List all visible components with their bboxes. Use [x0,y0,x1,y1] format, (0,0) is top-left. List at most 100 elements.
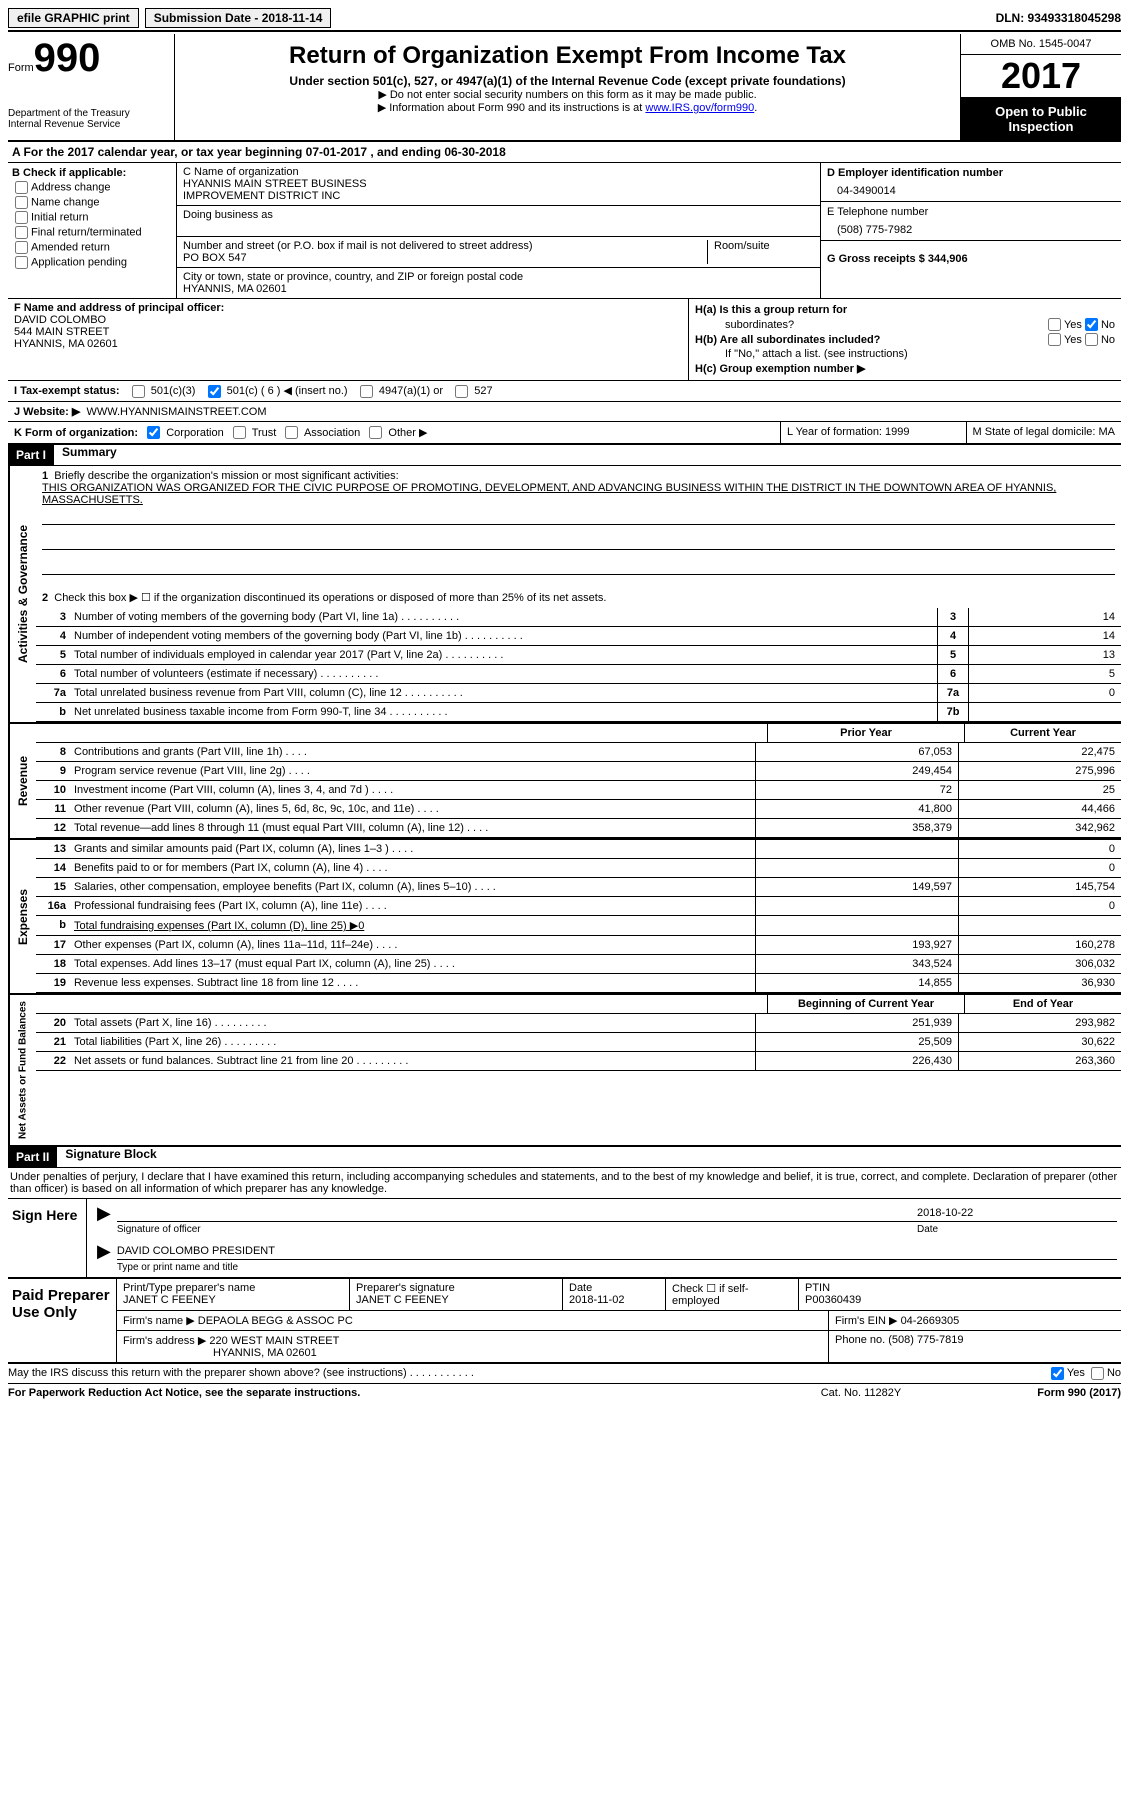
check-self-employed: Check ☐ if self-employed [666,1279,799,1310]
dept-irs: Internal Revenue Service [8,119,168,130]
prep-date-label: Date [569,1282,659,1294]
cb-application-pending[interactable] [15,256,28,269]
dba-label: Doing business as [183,209,814,221]
cb-501c3[interactable] [132,385,145,398]
col-b-title: B Check if applicable: [12,167,172,179]
row-a-tax-year: A For the 2017 calendar year, or tax yea… [8,142,1121,163]
cb-final-return[interactable] [15,226,28,239]
arrow-icon-2: ▶ [91,1241,117,1273]
hb-note: If "No," attach a list. (see instruction… [695,348,1115,360]
paid-preparer-label: Paid Preparer Use Only [8,1279,117,1362]
prep-sig-label: Preparer's signature [356,1282,556,1294]
cat-no: Cat. No. 11282Y [761,1387,961,1399]
form-title: Return of Organization Exempt From Incom… [185,42,950,70]
form-footer: Form 990 (2017) [961,1387,1121,1399]
lbl-association: Association [304,427,360,439]
part2-tag: Part II [8,1147,57,1167]
part2-title: Signature Block [57,1147,156,1167]
expense-line: 18Total expenses. Add lines 13–17 (must … [36,955,1121,974]
open-public-2: Inspection [1008,119,1073,134]
summary-line: 4Number of independent voting members of… [36,627,1121,646]
website-value: WWW.HYANNISMAINSTREET.COM [86,406,266,418]
phone-value: (508) 775-7819 [888,1334,963,1346]
cb-amended-return[interactable] [15,241,28,254]
hc-label: H(c) Group exemption number ▶ [695,362,865,375]
form-subtitle: Under section 501(c), 527, or 4947(a)(1)… [185,74,950,88]
sign-here-label: Sign Here [8,1199,87,1277]
firm-name-label: Firm's name ▶ [123,1315,195,1327]
discuss-yes-cb[interactable] [1051,1367,1064,1380]
firm-addr2: HYANNIS, MA 02601 [123,1347,317,1359]
ha-label: H(a) Is this a group return for [695,304,847,316]
form-header: Form990 Department of the Treasury Inter… [8,34,1121,142]
ha-no-cb[interactable] [1085,318,1098,331]
expense-line: 13Grants and similar amounts paid (Part … [36,840,1121,859]
org-name-1: HYANNIS MAIN STREET BUSINESS [183,178,814,190]
arrow-icon: ▶ [91,1203,117,1235]
cb-trust[interactable] [233,426,246,439]
ha-sub: subordinates? [695,319,1045,331]
room-suite-label: Room/suite [708,240,814,264]
cb-association[interactable] [285,426,298,439]
col-end-year: End of Year [964,995,1121,1013]
revenue-line: 11Other revenue (Part VIII, column (A), … [36,800,1121,819]
l1-label: Briefly describe the organization's miss… [54,470,398,482]
submission-date-button[interactable]: Submission Date - 2018-11-14 [145,8,332,28]
state-domicile: M State of legal domicile: MA [967,422,1121,444]
cb-corporation[interactable] [147,426,160,439]
lbl-initial-return: Initial return [31,211,88,223]
summary-line: bNet unrelated business taxable income f… [36,703,1121,722]
part1-tag: Part I [8,445,54,465]
row-k-label: K Form of organization: [14,427,138,439]
lbl-final-return: Final return/terminated [31,226,142,238]
vlabel-expenses: Expenses [8,840,36,993]
netassets-line: 20Total assets (Part X, line 16) . . . .… [36,1014,1121,1033]
cb-name-change[interactable] [15,196,28,209]
ha-no: No [1101,319,1115,331]
expense-line: 19Revenue less expenses. Subtract line 1… [36,974,1121,993]
expense-line: 15Salaries, other compensation, employee… [36,878,1121,897]
ha-yes-cb[interactable] [1048,318,1061,331]
firm-ein: 04-2669305 [901,1315,960,1327]
efile-print-button[interactable]: efile GRAPHIC print [8,8,139,28]
part1-title: Summary [54,445,117,465]
ein-label: D Employer identification number [827,167,1115,179]
cb-other[interactable] [369,426,382,439]
cb-address-change[interactable] [15,181,28,194]
summary-line: 7aTotal unrelated business revenue from … [36,684,1121,703]
note-ssn: ▶ Do not enter social security numbers o… [185,88,950,101]
vlabel-governance: Activities & Governance [8,466,36,722]
hb-yes-cb[interactable] [1048,333,1061,346]
sig-date-value: 2018-10-22 [917,1207,1117,1219]
col-current-year: Current Year [964,724,1121,742]
cb-527[interactable] [455,385,468,398]
tax-year: 2017 [961,55,1121,98]
officer-addr2: HYANNIS, MA 02601 [14,338,682,350]
vlabel-netassets: Net Assets or Fund Balances [8,995,36,1145]
omb-number: OMB No. 1545-0047 [961,34,1121,55]
cb-initial-return[interactable] [15,211,28,224]
col-begin-year: Beginning of Current Year [767,995,964,1013]
firm-addr1: 220 WEST MAIN STREET [209,1335,339,1347]
lbl-other: Other ▶ [388,427,427,439]
phone-label: Phone no. [835,1334,885,1346]
date-label: Date [917,1224,1117,1235]
irs-link[interactable]: www.IRS.gov/form990 [645,102,754,114]
tel-label: E Telephone number [827,206,1115,218]
cb-501c[interactable] [208,385,221,398]
hb-no-cb[interactable] [1085,333,1098,346]
officer-name: DAVID COLOMBO [14,314,682,326]
officer-label: F Name and address of principal officer: [14,302,682,314]
ein-value: 04-3490014 [827,179,1115,197]
firm-ein-label: Firm's EIN ▶ [835,1315,898,1327]
ha-yes: Yes [1064,319,1082,331]
netassets-line: 22Net assets or fund balances. Subtract … [36,1052,1121,1071]
expense-line: 17Other expenses (Part IX, column (A), l… [36,936,1121,955]
prep-name: JANET C FEENEY [123,1294,343,1306]
lbl-501c3: 501(c)(3) [151,385,196,397]
dln-label: DLN: 93493318045298 [996,11,1121,25]
discuss-no-cb[interactable] [1091,1367,1104,1380]
col-b-check: B Check if applicable: Address change Na… [8,163,177,298]
cb-4947[interactable] [360,385,373,398]
prep-date: 2018-11-02 [569,1294,659,1306]
